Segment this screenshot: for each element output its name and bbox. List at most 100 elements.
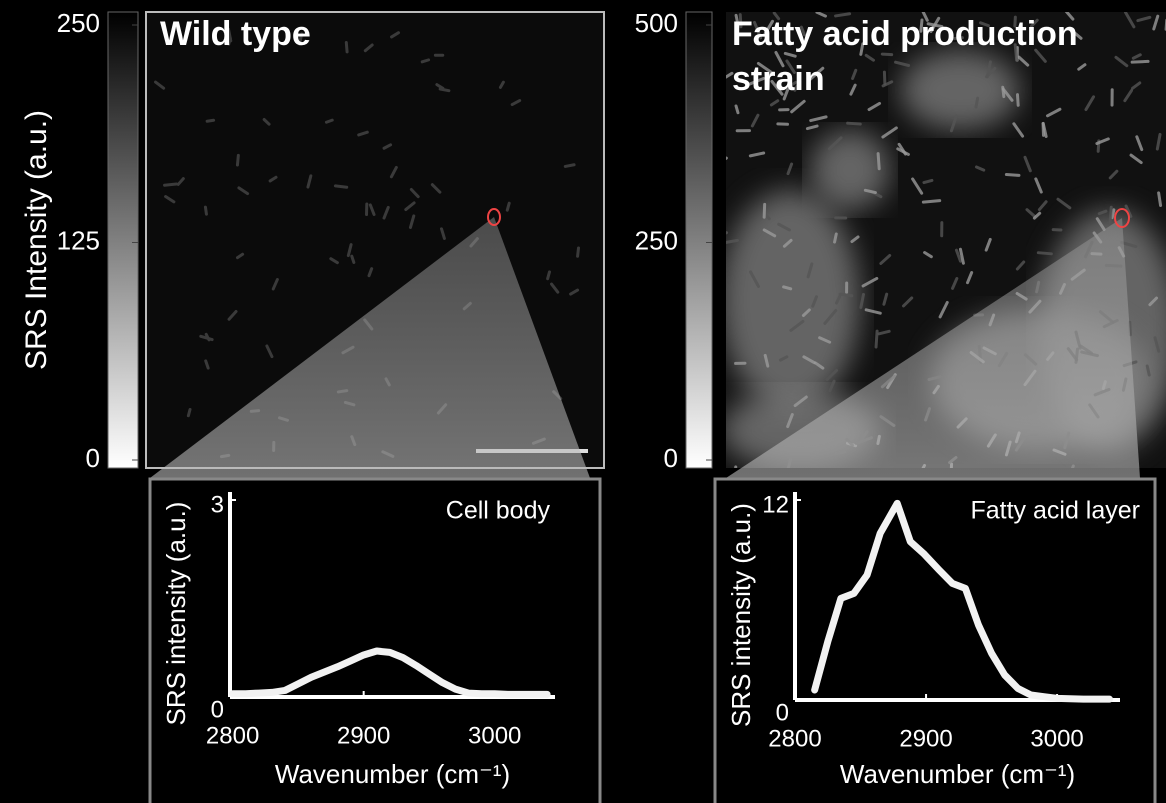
- cell: [333, 184, 349, 189]
- cell: [802, 355, 816, 365]
- cell: [777, 222, 791, 232]
- cell: [828, 379, 836, 393]
- y-tick-label: 0: [776, 699, 789, 726]
- cell: [203, 205, 208, 216]
- cell: [368, 203, 376, 217]
- cell: [894, 60, 911, 68]
- y-tick-label: 3: [211, 491, 224, 518]
- cell: [876, 152, 881, 171]
- cell: [783, 51, 797, 58]
- cell: [734, 13, 740, 27]
- cell: [859, 292, 865, 309]
- cell: [1145, 364, 1151, 377]
- cell: [750, 113, 760, 128]
- cell: [329, 257, 339, 265]
- cell: [550, 282, 560, 294]
- roi-marker: [1114, 208, 1130, 228]
- cell: [762, 228, 777, 238]
- cell: [921, 199, 942, 204]
- cell: [1034, 48, 1047, 63]
- cell: [350, 254, 356, 265]
- cell: [367, 267, 374, 278]
- zoom-cone: [150, 217, 590, 478]
- cell: [879, 253, 892, 265]
- spectrum-line: [229, 647, 551, 698]
- cell: [227, 309, 238, 321]
- cell: [867, 101, 882, 112]
- cell: [510, 99, 522, 107]
- cell: [344, 41, 349, 54]
- cell: [1123, 89, 1134, 103]
- cell: [786, 413, 794, 429]
- cell: [1036, 251, 1053, 256]
- cell: [1095, 217, 1106, 231]
- cell: [1135, 135, 1144, 152]
- cell: [823, 308, 838, 325]
- cell: [265, 344, 274, 359]
- cell: [786, 162, 794, 176]
- cell: [1032, 211, 1042, 220]
- cell: [1023, 155, 1032, 173]
- cell: [1013, 15, 1017, 28]
- cell: [859, 42, 865, 56]
- cell: [1108, 205, 1113, 225]
- y-axis-label: SRS intensity (a.u.): [726, 503, 756, 727]
- colorbar-tick-label: 500: [635, 8, 678, 38]
- cell: [923, 251, 933, 259]
- cell: [346, 243, 353, 258]
- annotation: Cell body: [446, 497, 551, 525]
- cell: [770, 79, 784, 96]
- cell: [1130, 59, 1150, 64]
- cell: [498, 80, 505, 89]
- cell: [726, 71, 734, 82]
- cell: [778, 108, 790, 112]
- cell: [818, 336, 832, 344]
- cell: [940, 221, 944, 238]
- x-axis-label: Wavenumber (cm⁻¹): [840, 759, 1075, 789]
- colorbar-tick-label: 0: [664, 443, 678, 473]
- cell: [785, 59, 796, 74]
- image-title: Fatty acid production: [732, 15, 1078, 53]
- cell: [958, 247, 965, 265]
- cell: [834, 216, 848, 220]
- cell: [1004, 173, 1021, 177]
- cell: [974, 165, 986, 172]
- cell: [833, 232, 838, 244]
- cell: [306, 174, 313, 189]
- cell: [363, 43, 374, 53]
- cell: [1152, 14, 1160, 31]
- cell: [1025, 208, 1037, 218]
- cell: [563, 163, 576, 168]
- cell: [1051, 228, 1063, 232]
- cell: [404, 201, 416, 212]
- cell: [799, 25, 806, 37]
- cell: [1110, 88, 1114, 107]
- y-tick-label: 0: [211, 696, 224, 723]
- inset-frame: [713, 477, 1157, 803]
- cell: [435, 83, 445, 90]
- cell: [782, 285, 793, 291]
- cell: [756, 61, 773, 74]
- cell: [176, 177, 185, 186]
- cell: [1124, 12, 1136, 29]
- colorbar-tick-label: 250: [57, 8, 100, 38]
- x-axis-label: Wavenumber (cm⁻¹): [275, 759, 510, 789]
- spectrum-line: [811, 499, 1114, 703]
- cell: [1108, 169, 1119, 180]
- cell: [793, 80, 802, 92]
- cell: [827, 136, 843, 151]
- cell: [1129, 153, 1143, 165]
- cell: [235, 153, 240, 167]
- cell: [774, 50, 785, 68]
- cell: [1153, 336, 1161, 353]
- cell: [929, 16, 941, 33]
- colorbar-tick-label: 250: [635, 225, 678, 255]
- cell: [382, 205, 390, 220]
- cell: [271, 278, 279, 291]
- cell: [762, 202, 767, 219]
- cell: [1017, 55, 1030, 67]
- cell: [825, 368, 839, 382]
- cell: [882, 292, 889, 306]
- cell: [805, 124, 819, 131]
